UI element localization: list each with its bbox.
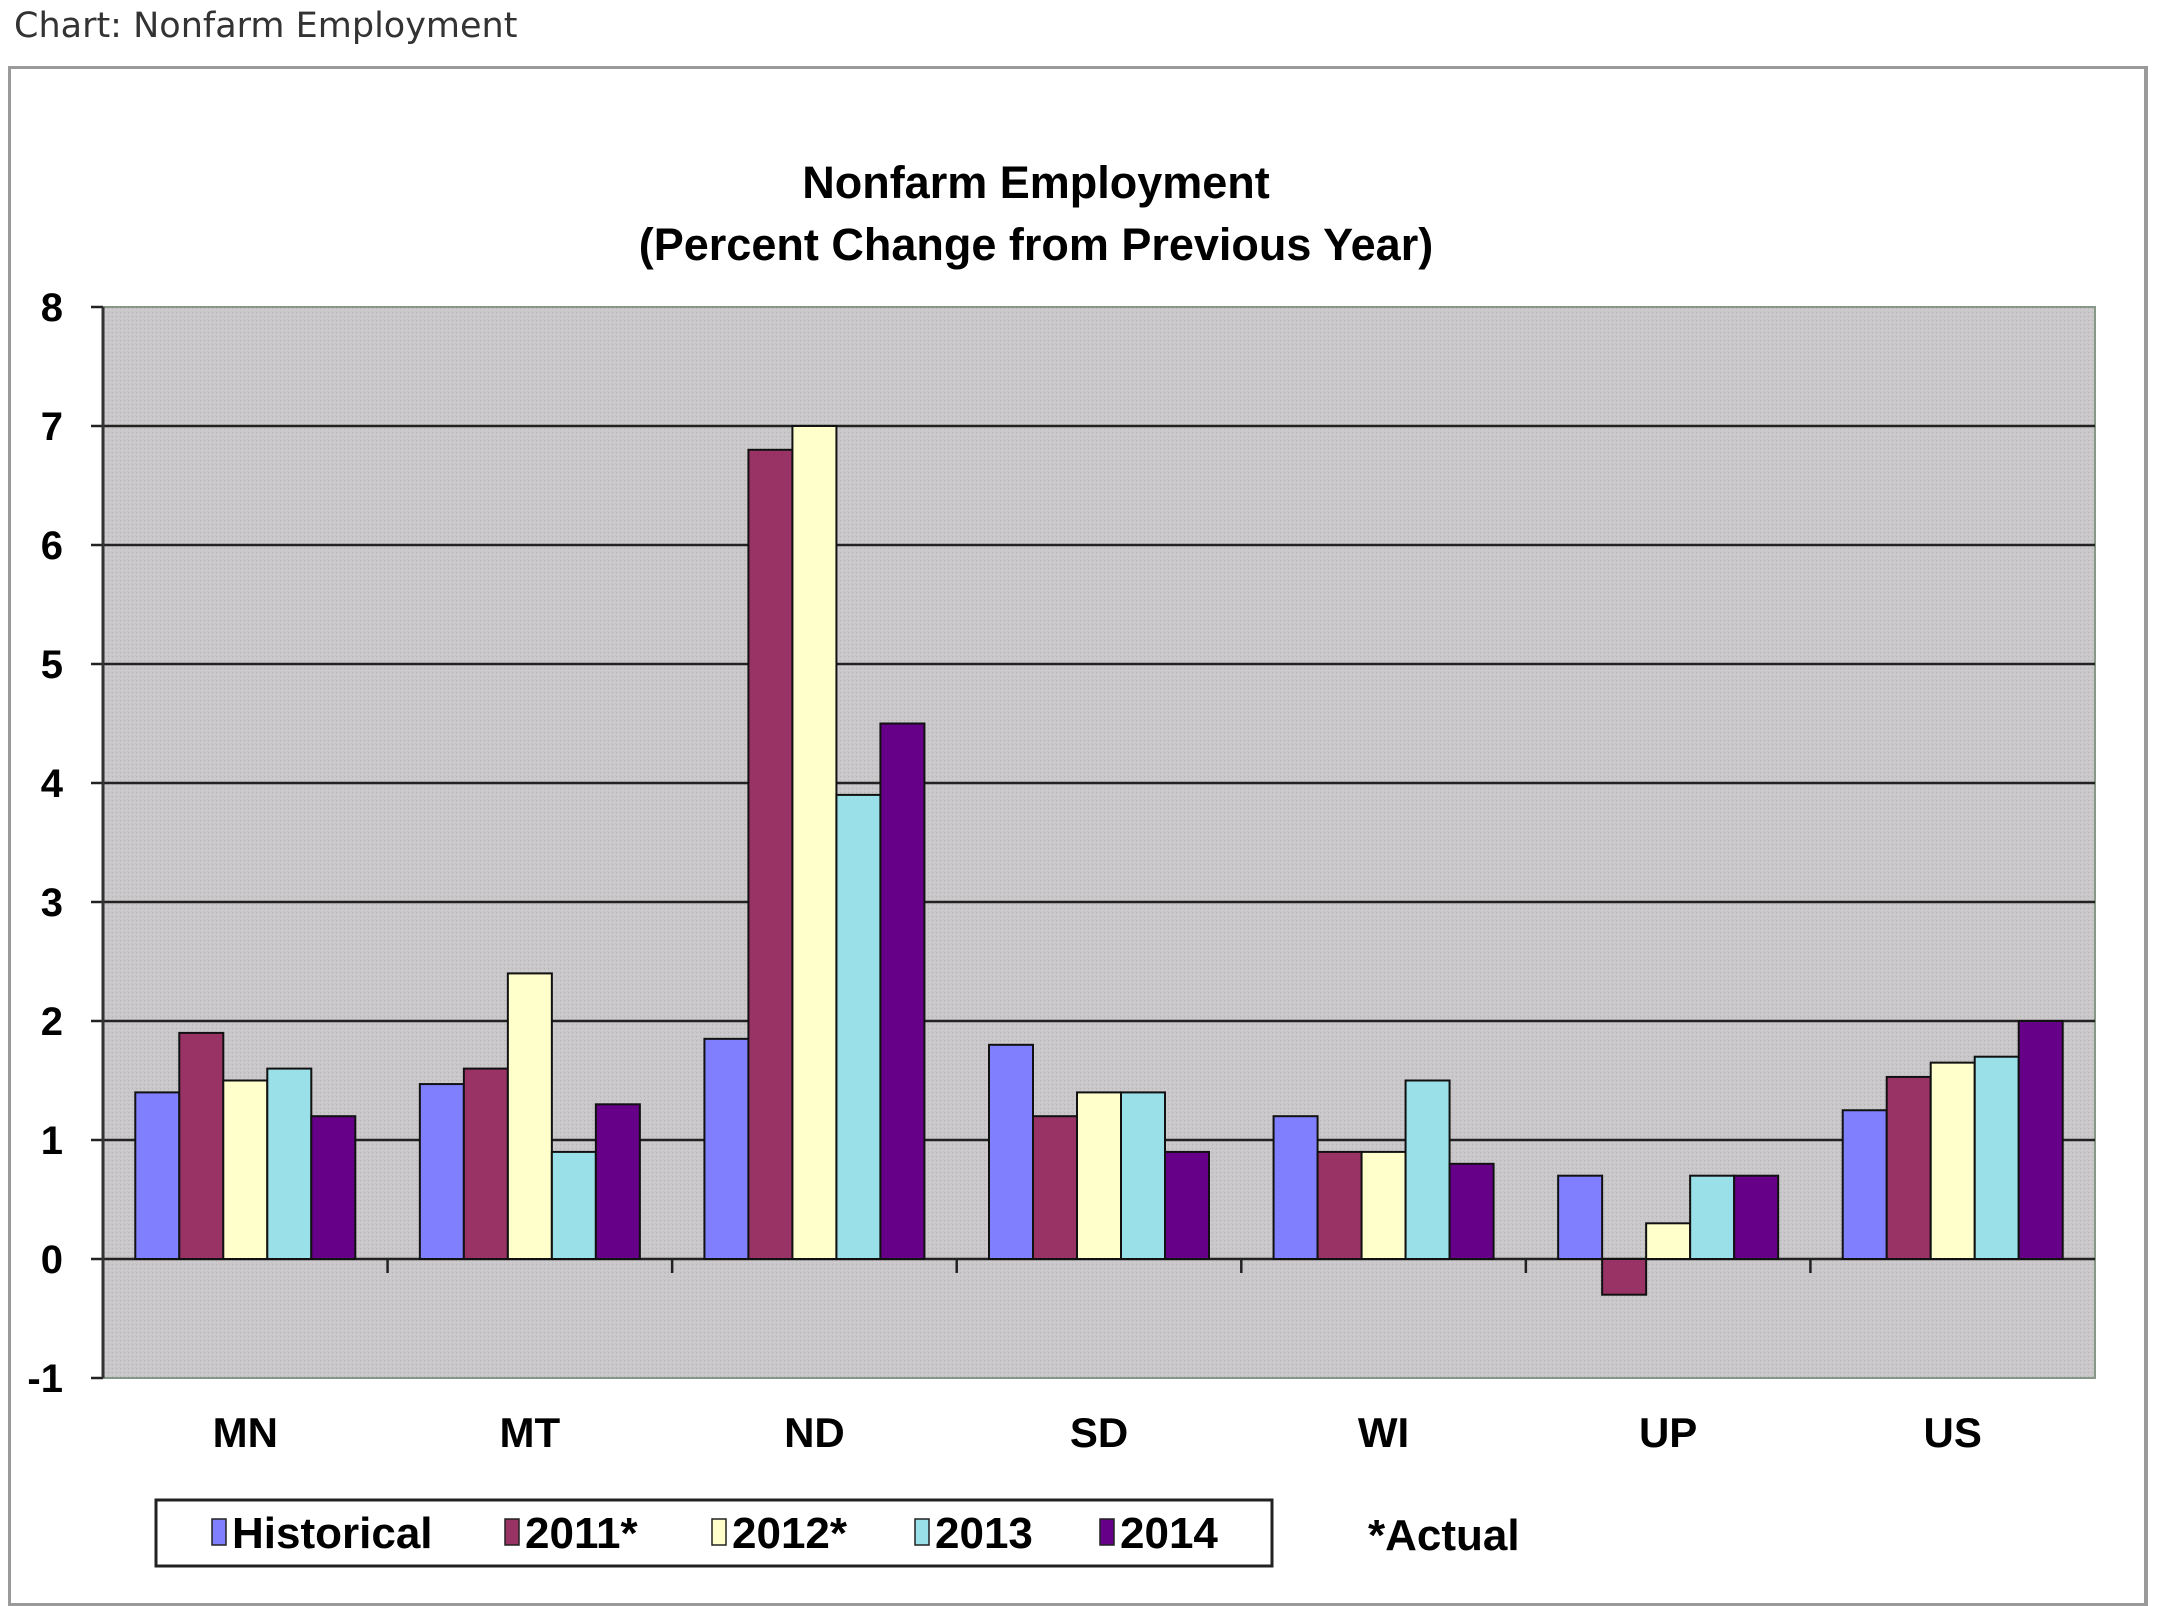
bar-sd-2013 xyxy=(1120,1091,1166,1261)
bar-mn-2013 xyxy=(266,1067,313,1260)
bar-nd-historical xyxy=(703,1037,750,1260)
x-tick-label: SD xyxy=(1070,1409,1128,1456)
x-tick-label: MN xyxy=(213,1409,278,1456)
legend-swatch xyxy=(504,1518,520,1546)
y-tick-label: 7 xyxy=(41,405,63,449)
bar-mt-2011 xyxy=(462,1067,509,1260)
x-tick-label: MT xyxy=(500,1409,561,1456)
bar-us-2011 xyxy=(1885,1075,1932,1261)
bar-wi-2014 xyxy=(1448,1162,1495,1261)
y-tick-label: 3 xyxy=(41,881,63,925)
bar-nd-2014 xyxy=(879,722,926,1260)
legend-swatch xyxy=(711,1518,727,1546)
legend-label: 2013 xyxy=(935,1509,1033,1558)
bar-wi-2013 xyxy=(1404,1079,1451,1260)
bar-sd-historical xyxy=(988,1043,1034,1261)
bar-us-2012 xyxy=(1929,1061,1976,1261)
y-tick-label: 8 xyxy=(41,286,63,330)
y-tick-label: 2 xyxy=(41,1000,63,1044)
bar-nd-2011 xyxy=(747,448,794,1260)
bar-us-2014 xyxy=(2017,1020,2064,1260)
chart-subtitle: (Percent Change from Previous Year) xyxy=(639,219,1433,270)
bar-up-2012 xyxy=(1645,1222,1692,1261)
bar-up-historical xyxy=(1557,1174,1604,1260)
bar-mn-historical xyxy=(134,1091,181,1261)
x-tick-label: ND xyxy=(784,1409,845,1456)
bar-sd-2012 xyxy=(1076,1091,1122,1261)
bar-mt-2013 xyxy=(550,1150,597,1261)
bar-mn-2012 xyxy=(222,1079,269,1260)
y-tick-label: 4 xyxy=(41,762,64,806)
actual-footnote: *Actual xyxy=(1368,1511,1520,1560)
bar-nd-2012 xyxy=(791,425,838,1260)
bar-up-2011 xyxy=(1601,1258,1648,1296)
x-tick-label: WI xyxy=(1358,1409,1409,1456)
bar-mt-2014 xyxy=(594,1103,641,1261)
bar-nd-2013 xyxy=(835,793,882,1261)
x-tick-label: UP xyxy=(1639,1409,1697,1456)
legend-label: 2012* xyxy=(732,1509,848,1558)
legend-swatch xyxy=(211,1518,227,1546)
bar-us-2013 xyxy=(1973,1055,2020,1260)
legend-swatch xyxy=(1099,1518,1115,1546)
bar-sd-2011 xyxy=(1032,1115,1078,1260)
bar-mn-2014 xyxy=(310,1115,357,1260)
bar-wi-historical xyxy=(1272,1115,1319,1260)
legend-label: 2011* xyxy=(525,1509,638,1558)
y-tick-label: 0 xyxy=(41,1238,63,1282)
bars xyxy=(134,425,2064,1296)
bar-sd-2014 xyxy=(1164,1150,1210,1261)
bar-mn-2011 xyxy=(178,1031,225,1261)
y-tick-label: 5 xyxy=(41,643,63,687)
bar-up-2013 xyxy=(1689,1174,1736,1260)
x-tick-label: US xyxy=(1924,1409,1982,1456)
chart-title: Nonfarm Employment xyxy=(802,157,1270,208)
y-axis-labels: 8 7 6 5 4 3 2 1 0 -1 xyxy=(27,286,63,1401)
legend-swatch xyxy=(914,1518,930,1546)
bar-us-historical xyxy=(1841,1109,1888,1260)
y-tick-label: -1 xyxy=(27,1357,63,1401)
legend-label: Historical xyxy=(232,1509,433,1558)
bar-mt-historical xyxy=(418,1083,465,1260)
chart-caption: Chart: Nonfarm Employment xyxy=(14,6,518,46)
bar-mt-2012 xyxy=(506,972,553,1261)
y-tick-label: 1 xyxy=(41,1119,63,1163)
bar-wi-2011 xyxy=(1316,1150,1363,1261)
y-tick-label: 6 xyxy=(41,524,63,568)
bar-wi-2012 xyxy=(1360,1150,1407,1261)
legend-label: 2014 xyxy=(1120,1509,1218,1558)
legend: Historical 2011* 2012* 2013 2014 xyxy=(154,1498,1274,1568)
x-axis-labels: MN MT ND SD WI UP US xyxy=(213,1409,1982,1456)
bar-up-2014 xyxy=(1733,1174,1780,1260)
